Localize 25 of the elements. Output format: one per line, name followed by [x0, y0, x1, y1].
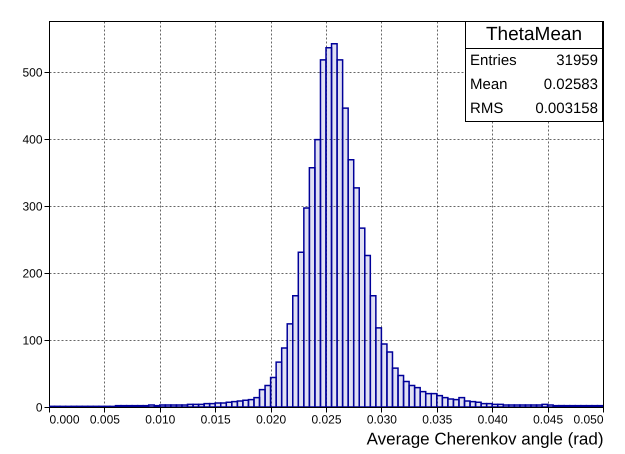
y-tick-label: 200 — [22, 266, 43, 280]
x-tick-label: 0.020 — [256, 412, 286, 426]
x-tick-label: 0.045 — [533, 412, 564, 426]
x-tick-label: 0.000 — [50, 412, 80, 426]
annotation: 0.003158 — [535, 99, 598, 119]
annotation: Entries — [470, 51, 517, 71]
annotation: RMS — [470, 99, 504, 119]
x-tick-label: 0.015 — [200, 412, 232, 426]
annotation: Mean — [470, 75, 508, 95]
x-tick-label: 0.010 — [145, 412, 176, 426]
y-tick-label: 400 — [22, 132, 43, 146]
annotation: 31959 — [556, 51, 598, 71]
annotation: ThetaMean — [466, 22, 602, 49]
x-axis-title: Average Cherenkov angle (rad) — [366, 430, 604, 448]
x-tick-label: 0.025 — [311, 412, 342, 426]
annotation: 0.02583 — [544, 75, 598, 95]
y-tick-label: 500 — [22, 65, 43, 80]
y-tick-label: 0 — [36, 400, 43, 414]
x-tick-label: 0.050 — [573, 412, 604, 426]
y-tick-label: 100 — [22, 333, 43, 348]
x-tick-label: 0.035 — [422, 412, 453, 426]
x-tick-label: 0.030 — [366, 412, 398, 426]
y-tick-label: 300 — [22, 199, 43, 214]
x-tick-label: 0.005 — [90, 412, 120, 426]
x-tick-label: 0.040 — [478, 412, 508, 426]
